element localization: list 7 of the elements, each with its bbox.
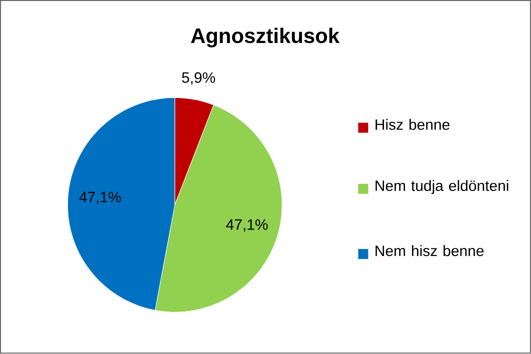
legend-label: Hisz benne — [376, 119, 450, 130]
legend-label: Nem tudja eldönteni — [376, 180, 508, 194]
data-label: 47,1% — [79, 192, 121, 204]
data-label: 47,1% — [226, 219, 268, 232]
legend-label: Nem hisz benne — [376, 245, 484, 256]
data-label: 5,9% — [182, 72, 216, 85]
chart-title: Agnosztikusok — [190, 28, 340, 48]
